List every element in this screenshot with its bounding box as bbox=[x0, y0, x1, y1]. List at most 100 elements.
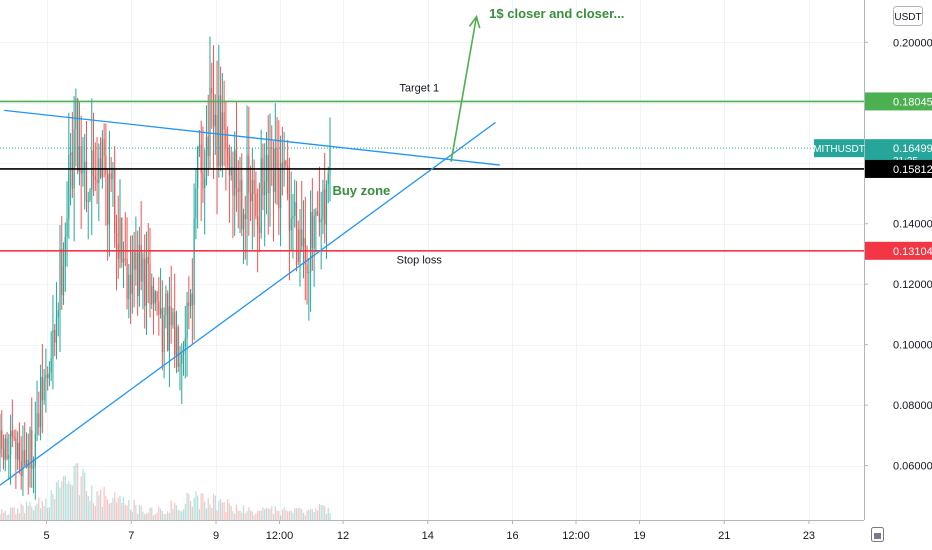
volume-bar bbox=[87, 495, 89, 520]
price-tick-label: 0.10000 bbox=[893, 340, 932, 352]
candle-body bbox=[47, 374, 49, 379]
candle-body bbox=[126, 258, 128, 300]
volume-bar bbox=[91, 485, 93, 520]
candle-body bbox=[168, 306, 171, 351]
candle-body bbox=[216, 114, 218, 167]
candle-body bbox=[188, 302, 190, 307]
time-axis-panel[interactable] bbox=[0, 520, 864, 550]
volume-bar bbox=[133, 499, 135, 520]
volume-bar bbox=[211, 508, 213, 520]
candle-body bbox=[278, 167, 280, 209]
volume-bar bbox=[158, 506, 160, 520]
settings-icon[interactable] bbox=[871, 527, 884, 542]
candle-body bbox=[84, 161, 86, 169]
candle-body bbox=[114, 170, 116, 234]
candle-body bbox=[193, 218, 195, 306]
volume-bar bbox=[239, 510, 241, 520]
volume-bar bbox=[227, 499, 229, 520]
volume-bar bbox=[267, 508, 269, 520]
volume-bar bbox=[301, 509, 303, 520]
volume-bar bbox=[182, 509, 185, 520]
candle-body bbox=[110, 173, 112, 179]
price-tick-label: 0.14000 bbox=[893, 219, 932, 231]
volume-bar bbox=[288, 510, 291, 520]
volume-bar bbox=[212, 493, 215, 520]
symbol-tag-bg bbox=[814, 139, 864, 158]
volume-bar bbox=[207, 498, 209, 520]
candle-body bbox=[246, 155, 248, 220]
volume-bar bbox=[17, 508, 19, 520]
volume-bar bbox=[145, 513, 148, 520]
volume-bar bbox=[172, 508, 174, 520]
volume-bar bbox=[126, 505, 128, 520]
candle-body bbox=[274, 148, 276, 193]
volume-bar bbox=[274, 506, 276, 520]
candle-body bbox=[89, 190, 91, 201]
price-tag-bg bbox=[865, 241, 932, 260]
candle-body bbox=[54, 330, 56, 343]
time-tick-label: 12:00 bbox=[266, 530, 294, 542]
volume-bar bbox=[121, 503, 123, 520]
price-tag-label: 0.13104 bbox=[893, 246, 932, 258]
volume-bar bbox=[144, 514, 146, 520]
volume-bar bbox=[168, 512, 171, 520]
time-tick-label: 12 bbox=[337, 530, 349, 542]
candle-body bbox=[25, 459, 28, 466]
candle-body bbox=[264, 181, 266, 196]
volume-bar bbox=[223, 502, 225, 520]
volume-bar bbox=[64, 475, 66, 520]
candle-body bbox=[61, 248, 63, 296]
volume-bar bbox=[232, 511, 234, 520]
candle-body bbox=[175, 326, 178, 355]
candle-body bbox=[211, 88, 213, 94]
currency-badge[interactable]: USDT bbox=[893, 6, 923, 26]
candle-body bbox=[17, 442, 19, 460]
candle-body bbox=[302, 238, 305, 247]
candle-body bbox=[98, 158, 100, 184]
volume-bar bbox=[59, 487, 61, 520]
volume-bar bbox=[24, 513, 26, 520]
volume-bar bbox=[48, 507, 51, 520]
volume-bar bbox=[94, 505, 96, 520]
candle-body bbox=[223, 112, 225, 130]
volume-bar bbox=[272, 514, 275, 520]
volume-bar bbox=[128, 500, 130, 520]
volume-bar bbox=[119, 495, 121, 520]
candle-body bbox=[163, 315, 165, 353]
candle-body bbox=[71, 152, 73, 189]
candle-body bbox=[241, 179, 243, 230]
volume-bar bbox=[107, 499, 109, 520]
volume-bar bbox=[200, 493, 202, 520]
volume-bar bbox=[15, 514, 17, 520]
price-tags: 0.18045MITHUSDT0.1649931:250.158120.1310… bbox=[813, 92, 932, 260]
candle-body bbox=[258, 227, 261, 233]
volume-bar bbox=[302, 512, 305, 520]
candle-body bbox=[0, 430, 1, 454]
time-tick-label: 16 bbox=[506, 530, 518, 542]
price-tag-bg bbox=[865, 159, 932, 178]
price-tick-label: 0.08000 bbox=[893, 400, 932, 412]
candle-body bbox=[99, 158, 102, 178]
volume-bar bbox=[55, 482, 58, 520]
volume-bar bbox=[4, 510, 6, 520]
candle-body bbox=[68, 154, 70, 219]
arrow-head bbox=[468, 14, 481, 29]
candle-body bbox=[290, 218, 292, 231]
volume-bar bbox=[31, 506, 33, 520]
volume-bar bbox=[202, 493, 204, 520]
upward-arrow-line bbox=[450, 16, 478, 162]
price-axis-panel[interactable] bbox=[864, 0, 932, 550]
volume-bar bbox=[1, 509, 3, 520]
volume-bar bbox=[138, 505, 141, 520]
candle-body bbox=[230, 166, 232, 176]
volume-bar bbox=[62, 476, 65, 520]
volume-bar bbox=[195, 491, 197, 520]
volume-bar bbox=[315, 508, 317, 520]
volume-bar bbox=[41, 501, 43, 520]
time-tick-label: 7 bbox=[128, 530, 134, 542]
candle-body bbox=[294, 202, 296, 216]
volume-bar bbox=[198, 509, 201, 520]
volume-bar bbox=[228, 503, 231, 520]
